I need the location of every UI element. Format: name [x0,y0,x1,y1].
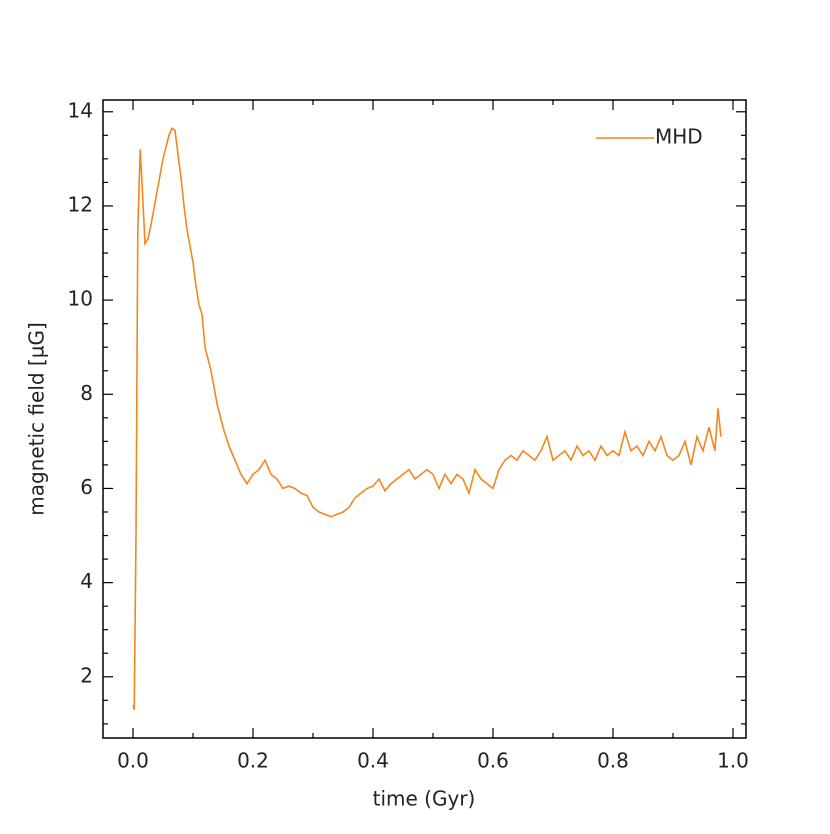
y-tick-label: 2 [80,663,93,687]
y-tick-label: 4 [80,569,93,593]
legend-label: MHD [655,125,703,149]
y-tick-label: 10 [68,287,93,311]
x-tick-label: 0.4 [357,749,389,773]
y-tick-label: 8 [80,381,93,405]
y-tick-label: 12 [68,192,93,216]
x-axis-label: time (Gyr) [373,787,476,811]
x-tick-label: 0.2 [237,749,269,773]
plot-frame [102,99,747,739]
y-tick-label: 6 [80,475,93,499]
x-tick-label: 0.6 [477,749,509,773]
data-line [132,126,722,710]
y-tick-label: 14 [68,98,93,122]
y-axis-label: magnetic field [µG] [25,322,49,516]
x-tick-label: 1.0 [717,749,749,773]
x-tick-label: 0.0 [117,749,149,773]
x-tick-label: 0.8 [597,749,629,773]
